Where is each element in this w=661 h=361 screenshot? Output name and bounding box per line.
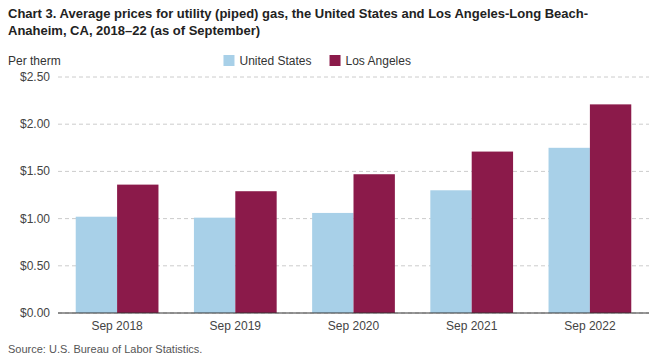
y-tick-label: $2.50 bbox=[20, 70, 50, 84]
bar bbox=[472, 152, 513, 313]
y-tick-label: $1.50 bbox=[20, 164, 50, 178]
x-tick-label: Sep 2018 bbox=[91, 319, 143, 333]
grid-line bbox=[58, 124, 649, 125]
y-tick-label: $1.00 bbox=[20, 212, 50, 226]
x-tick-label: Sep 2021 bbox=[446, 319, 498, 333]
legend-swatch bbox=[223, 55, 234, 66]
legend-swatch bbox=[330, 55, 341, 66]
y-tick-label: $2.00 bbox=[20, 117, 50, 131]
y-tick-label: $0.00 bbox=[20, 306, 50, 320]
grid bbox=[58, 77, 649, 313]
x-tick-label: Sep 2019 bbox=[210, 319, 262, 333]
x-axis-line bbox=[58, 313, 649, 314]
title: Chart 3. Average prices for utility (pip… bbox=[8, 6, 588, 21]
bar bbox=[194, 218, 235, 313]
bar bbox=[76, 217, 117, 313]
bar bbox=[312, 213, 353, 313]
chart: Chart 3. Average prices for utility (pip… bbox=[0, 0, 661, 361]
source: Source: U.S. Bureau of Labor Statistics. bbox=[8, 343, 202, 355]
bar bbox=[354, 174, 395, 313]
grid-line bbox=[58, 77, 649, 78]
legend: United States Los Angeles bbox=[223, 54, 410, 68]
bar bbox=[235, 191, 276, 313]
y-tick-label: $0.50 bbox=[20, 259, 50, 273]
legend-entry: Los Angeles bbox=[346, 54, 411, 68]
bar bbox=[117, 185, 158, 313]
legend-entry: United States bbox=[239, 54, 311, 68]
bar bbox=[590, 104, 631, 313]
title: Anaheim, CA, 2018–22 (as of September) bbox=[8, 23, 260, 38]
bars bbox=[76, 104, 632, 313]
bar bbox=[549, 148, 590, 313]
x-tick-label: Sep 2022 bbox=[564, 319, 616, 333]
y-axis-label: Per therm bbox=[8, 54, 61, 68]
grid-line bbox=[58, 313, 649, 314]
bar bbox=[430, 190, 471, 313]
x-tick-label: Sep 2020 bbox=[328, 319, 380, 333]
